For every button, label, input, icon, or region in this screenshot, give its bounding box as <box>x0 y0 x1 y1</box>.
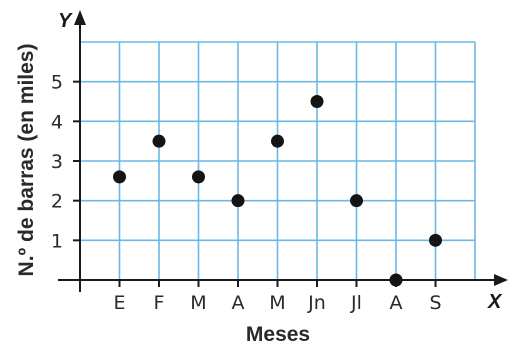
x-tick-label: E <box>113 292 125 314</box>
x-tick-label: A <box>232 292 245 314</box>
data-point <box>389 273 403 287</box>
y-axis-title: N.º de barras (en miles) <box>15 44 38 277</box>
x-axis-name: X <box>487 291 503 313</box>
y-tick-label: 4 <box>51 111 63 133</box>
x-tick-label: A <box>390 292 403 314</box>
x-tick-label: S <box>429 292 441 314</box>
y-tick-label: 3 <box>51 151 63 173</box>
axes <box>58 10 508 292</box>
data-point <box>310 95 324 108</box>
x-tick-label: Jl <box>350 292 362 314</box>
data-point <box>231 194 245 208</box>
x-tick-label: M <box>269 292 285 314</box>
data-point <box>271 134 284 148</box>
x-tick-label: F <box>154 292 165 314</box>
ticks: 1 2 3 4 5 E F M A M Jn Jl A S <box>51 72 442 314</box>
x-tick-label: Jn <box>307 292 326 314</box>
data-point <box>113 170 126 184</box>
grid <box>80 41 476 280</box>
x-tick-label: M <box>190 292 206 314</box>
y-tick-label: 1 <box>51 230 63 252</box>
y-axis-arrow <box>74 10 86 25</box>
data-point <box>152 134 166 148</box>
data-point <box>350 194 363 208</box>
y-axis-name: Y <box>58 10 73 32</box>
x-axis-title: Meses <box>246 323 310 346</box>
x-axis-arrow <box>494 274 508 286</box>
data-points <box>113 95 442 287</box>
data-point <box>429 233 442 247</box>
y-tick-label: 5 <box>51 72 63 94</box>
data-point <box>192 170 205 184</box>
y-tick-label: 2 <box>51 191 63 213</box>
